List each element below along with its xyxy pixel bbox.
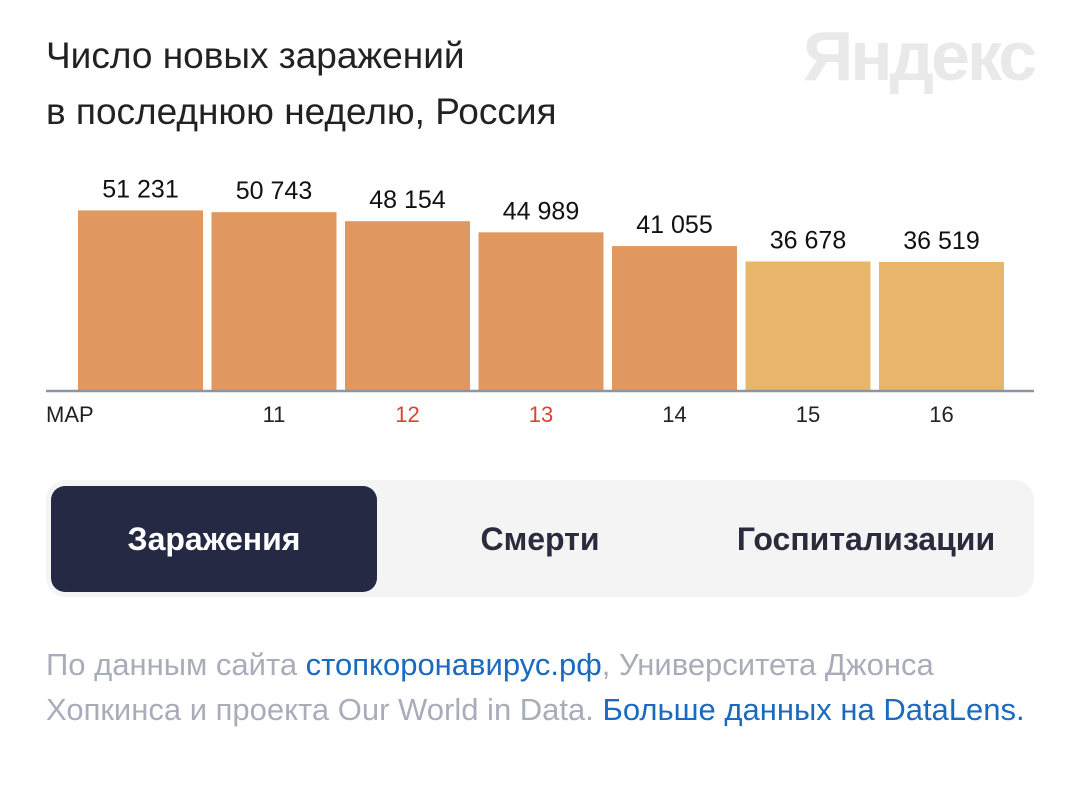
source-note: По данным сайта стопкоронавирус.рф, Унив… [46, 642, 1036, 732]
bar-4 [478, 232, 604, 390]
yandex-logo: Яндекс [803, 17, 1037, 95]
bar-value-label-7: 36 519 [903, 227, 979, 255]
bar-7 [879, 262, 1004, 390]
bar-value-label-2: 50 743 [236, 177, 312, 205]
bar-1 [78, 210, 203, 390]
bar-chart: 51 231 МАР 50 743 11 48 154 12 44 989 13 41 055 1… [46, 175, 1034, 427]
x-tick-label-3: 12 [395, 402, 419, 427]
chart-title: Число новых заражений в последнюю неделю… [46, 28, 746, 140]
x-tick-label-5: 14 [662, 402, 686, 427]
source-middle: , Университета Джонса Хопкинса и проекта… [46, 647, 934, 727]
bar-2 [211, 212, 337, 390]
bar-value-label-3: 48 154 [369, 186, 446, 214]
bar-3 [345, 221, 470, 390]
x-tick-label-1: МАР [46, 402, 94, 427]
x-tick-label-2: 11 [263, 402, 286, 427]
tab-hospitalizations[interactable]: Госпитализации [736, 520, 996, 557]
bar-6 [745, 261, 871, 390]
x-tick-label-7: 16 [929, 402, 953, 427]
chart-title-line-1: Число новых заражений [46, 35, 465, 76]
bar-5 [612, 246, 737, 390]
bar-value-label-1: 51 231 [102, 175, 178, 203]
bar-value-label-5: 41 055 [636, 211, 712, 239]
bar-value-label-6: 36 678 [770, 227, 846, 255]
x-tick-label-4: 13 [529, 402, 553, 427]
stopcoronavirus-link[interactable]: стопкоронавирус.рф [305, 647, 602, 682]
tab-infections[interactable]: Заражения [51, 486, 377, 592]
chart-title-line-2: в последнюю неделю, Россия [46, 91, 557, 132]
x-tick-label-6: 15 [796, 402, 820, 427]
datalens-link[interactable]: Больше данных на DataLens. [602, 692, 1025, 727]
tab-deaths[interactable]: Смерти [480, 520, 600, 557]
bar-value-label-4: 44 989 [503, 197, 579, 225]
metric-tabs: Заражения Смерти Госпитализации [46, 480, 1034, 597]
source-prefix: По данным сайта [46, 647, 306, 682]
